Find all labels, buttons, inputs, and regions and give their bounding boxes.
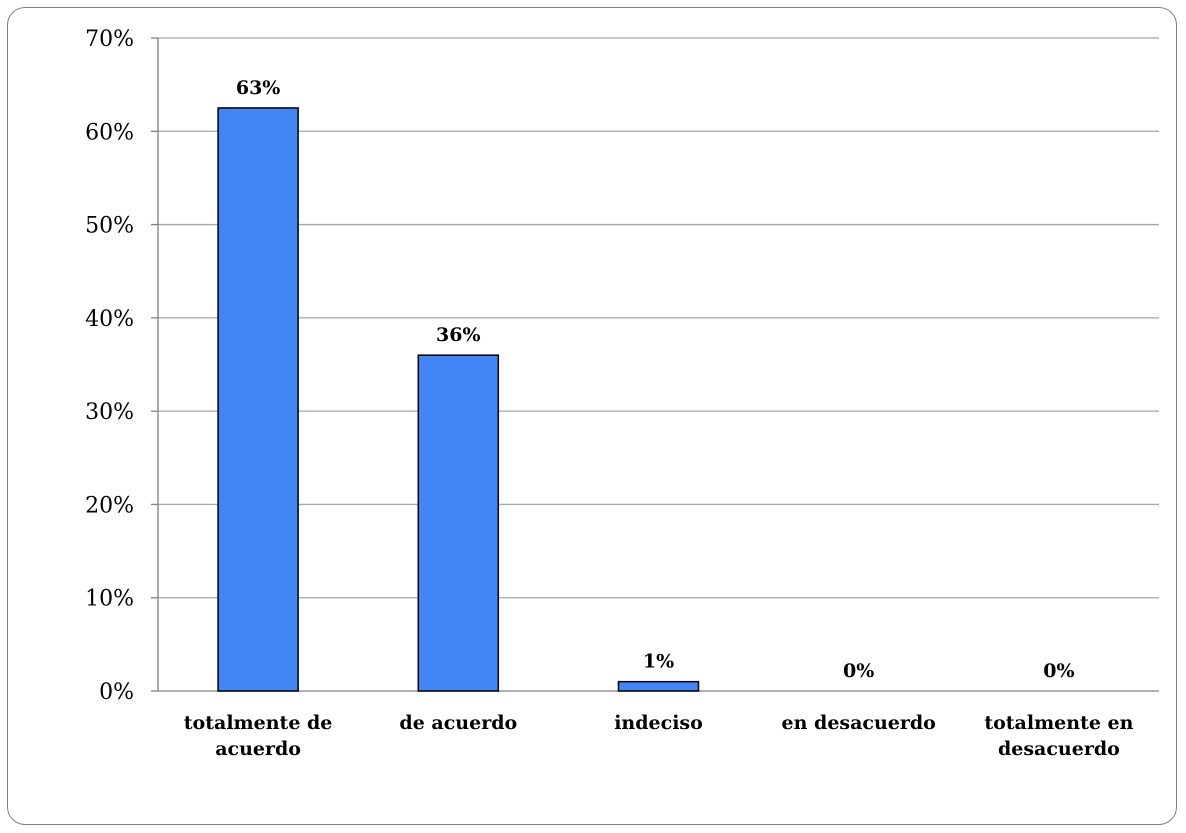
- category-label: totalmente en: [984, 712, 1133, 734]
- y-tick-labels: 0% 10% 20% 30% 40% 50% 60% 70%: [85, 27, 134, 705]
- data-labels: 63% 36% 1% 0% 0%: [236, 77, 1075, 682]
- category-label: en desacuerdo: [782, 712, 936, 734]
- gridlines: [158, 38, 1159, 598]
- category-label: de acuerdo: [399, 712, 517, 734]
- data-label: 63%: [236, 77, 281, 99]
- data-label: 1%: [643, 651, 674, 673]
- category-labels: totalmente de acuerdo de acuerdo indeciso en…: [184, 712, 1134, 760]
- y-tick-label: 60%: [85, 120, 134, 145]
- category-label: acuerdo: [215, 738, 301, 760]
- bar: [619, 682, 699, 691]
- y-tick-label: 40%: [85, 307, 134, 332]
- axes: [151, 38, 1159, 691]
- category-label: indeciso: [614, 712, 703, 734]
- data-label: 0%: [1043, 660, 1074, 682]
- y-tick-label: 70%: [85, 27, 134, 52]
- bar: [218, 108, 298, 691]
- y-tick-label: 30%: [85, 400, 134, 425]
- data-label: 0%: [843, 660, 874, 682]
- y-tick-label: 0%: [99, 680, 134, 705]
- bars: [218, 108, 698, 691]
- category-label: totalmente de: [184, 712, 333, 734]
- y-tick-label: 20%: [85, 493, 134, 518]
- y-tick-label: 10%: [85, 587, 134, 612]
- y-tick-label: 50%: [85, 214, 134, 239]
- data-label: 36%: [436, 324, 481, 346]
- bar: [418, 355, 498, 691]
- category-label: desacuerdo: [998, 738, 1120, 760]
